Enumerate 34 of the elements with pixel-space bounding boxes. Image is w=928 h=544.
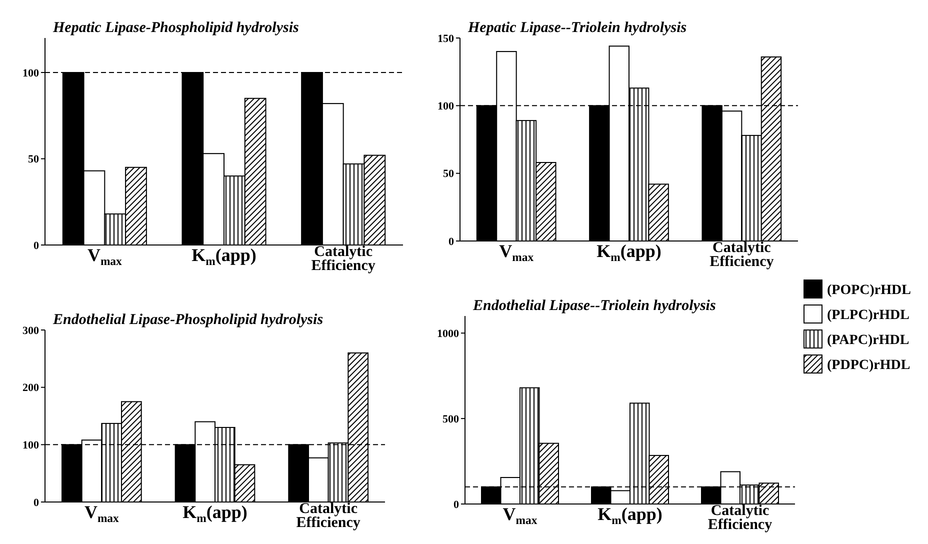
legend-label: (POPC)rHDL — [827, 282, 911, 298]
chart-title: Hepatic Lipase--Triolein hydrolysis — [467, 20, 687, 36]
x-tick-label: V$_{max}$ — [87, 245, 122, 268]
y-tick-label: 0 — [454, 498, 460, 511]
y-tick-label: 300 — [22, 324, 40, 337]
chart-title: Hepatic Lipase-Phospholipid hydrolysis — [52, 20, 299, 36]
y-tick-label: 0 — [448, 236, 454, 248]
legend-label: (PDPC)rHDL — [827, 358, 910, 373]
y-tick-label: 150 — [438, 32, 454, 45]
chart-title: Endothelial Lipase--Triolein hydrolysis — [472, 298, 716, 314]
y-tick-label: 500 — [442, 413, 460, 426]
y-tick-label: 50 — [443, 168, 454, 180]
x-tick-label: Catalytic Efficiency — [311, 244, 376, 274]
y-tick-label: 0 — [34, 240, 40, 252]
x-tick-label: Catalytic Efficiency — [708, 503, 773, 533]
y-tick-label: 100 — [22, 67, 40, 80]
y-tick-label: 50 — [28, 154, 40, 166]
y-tick-label: 100 — [22, 440, 40, 452]
y-tick-label: 200 — [22, 382, 40, 394]
x-tick-label: V$_{max}$ — [499, 241, 534, 264]
legend-label: (PLPC)rHDL — [827, 308, 910, 323]
y-tick-label: 0 — [34, 496, 40, 509]
x-tick-label: Catalytic Efficiency — [296, 501, 361, 531]
x-tick-label: V$_{max}$ — [84, 502, 120, 525]
x-tick-label: K$_{m}$(app) — [596, 241, 662, 264]
x-tick-label: Catalytic Efficiency — [710, 240, 774, 270]
x-tick-label: K$_{m}$(app) — [192, 245, 256, 268]
y-tick-label: 100 — [438, 100, 454, 113]
chart-title: Endothelial Lipase-Phospholipid hydrolysis — [52, 312, 324, 328]
x-tick-label: K$_{m}$(app) — [598, 504, 662, 527]
y-tick-label: 1000 — [437, 328, 460, 340]
x-tick-label: K$_{m}$(app) — [182, 502, 248, 525]
legend-label: (PAPC)rHDL — [827, 332, 910, 348]
x-tick-label: V$_{max}$ — [502, 504, 538, 527]
